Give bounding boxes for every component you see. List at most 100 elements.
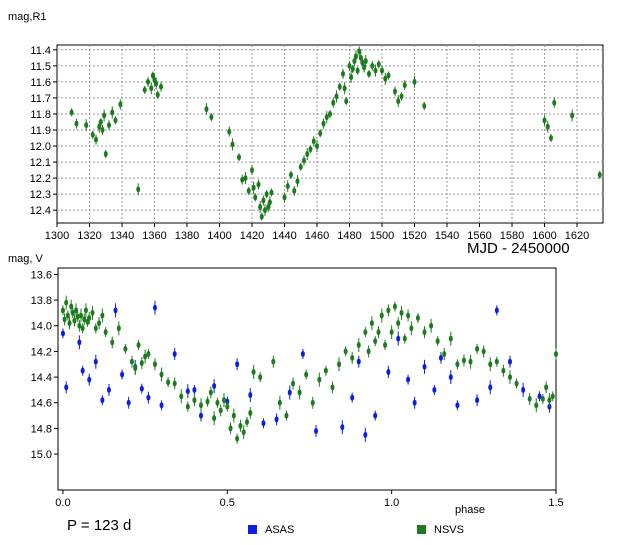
data-point-nsvs [323,367,328,374]
y-tick-label: 12.4 [30,205,51,217]
data-point-nsvs [100,126,105,133]
data-point-nsvs [243,175,248,182]
data-point-nsvs [212,415,217,422]
top-plot-area: 11.4 11.5 11.6 11.7 11.8 11.9 12.0 12.1 12.2 12.3… [30,44,604,242]
data-point-nsvs [406,312,411,319]
data-point-nsvs [65,312,70,319]
data-point-nsvs [347,62,352,69]
data-point-nsvs [507,374,512,381]
data-point-nsvs [267,199,272,206]
data-point-asas [314,427,319,434]
data-point-asas [412,399,417,406]
data-point-nsvs [291,380,296,387]
data-point-nsvs [136,186,141,193]
x-tick-label: 1540 [435,230,459,242]
data-point-nsvs [315,143,319,150]
data-point-nsvs [383,75,388,82]
data-point-nsvs [295,178,300,185]
y-tick-label: 13.8 [31,295,52,307]
x-tick-label: 1520 [402,230,426,242]
plot-frame [57,267,557,491]
legend-swatch-nsvs [417,525,426,534]
data-point-nsvs [74,120,79,127]
data-point-asas [106,386,111,393]
data-point-asas [422,363,427,370]
data-point-nsvs [514,380,519,387]
data-point-nsvs [367,70,371,77]
data-point-asas [287,389,292,396]
data-point-asas [185,388,190,395]
data-point-nsvs [261,197,266,204]
data-point-asas [77,339,82,346]
top-y-axis-label: mag,R1 [8,11,47,23]
data-point-nsvs [331,99,336,106]
data-point-asas [80,367,85,374]
data-point-asas [235,361,240,368]
data-point-nsvs [527,395,532,402]
legend: ASAS NSVS [248,524,464,536]
data-point-asas [396,335,401,342]
data-point-nsvs [392,303,397,310]
data-point-nsvs [179,393,184,400]
x-tick-label: 1560 [467,230,491,242]
data-point-nsvs [422,329,427,336]
data-point-nsvs [97,123,102,130]
data-point-nsvs [297,389,302,396]
data-point-nsvs [143,353,148,360]
y-tick-label: 11.9 [30,125,51,137]
data-point-nsvs [494,358,499,365]
data-point-nsvs [399,93,404,100]
data-point-nsvs [501,367,506,374]
data-point-asas [373,412,378,419]
data-point-nsvs [152,361,157,368]
data-point-nsvs [554,350,558,357]
x-tick-label: 1500 [370,230,394,242]
data-point-nsvs [321,120,326,127]
data-point-nsvs [205,398,210,405]
data-point-nsvs [298,163,303,170]
x-tick-label: 1.0 [384,497,399,509]
data-point-nsvs [386,72,391,79]
data-point-nsvs [90,309,95,316]
data-point-asas [507,358,512,365]
data-point-nsvs [350,354,355,361]
data-point-nsvs [241,429,246,436]
data-point-asas [87,376,92,383]
data-point-nsvs [547,397,552,404]
data-point-asas [152,304,157,311]
y-tick-label: 13.6 [31,269,52,281]
data-point-asas [172,350,177,357]
data-point-nsvs [259,213,264,220]
data-point-nsvs [282,194,287,201]
data-point-asas [356,358,361,365]
x-tick-label: 0.5 [220,497,235,509]
data-point-nsvs [185,403,190,410]
bottom-x-axis-label: phase [455,504,485,516]
x-tick-label: 1320 [77,230,101,242]
y-tick-label: 11.4 [30,45,51,57]
data-point-nsvs [409,325,414,332]
top-x-axis-label: MJD - 2450000 [467,240,570,257]
data-point-nsvs [544,384,549,391]
data-point-nsvs [154,80,159,87]
legend-label-asas: ASAS [265,524,294,536]
data-point-nsvs [159,83,163,90]
data-point-nsvs [79,312,84,319]
data-point-nsvs [302,157,306,164]
data-point-nsvs [349,74,354,81]
data-point-nsvs [103,151,108,158]
data-point-nsvs [373,67,378,74]
data-point-nsvs [354,53,358,60]
data-point-nsvs [258,203,263,210]
data-point-nsvs [116,325,121,332]
data-point-nsvs [310,399,315,406]
data-point-nsvs [62,316,67,323]
data-point-nsvs [317,376,322,383]
data-point-nsvs [550,393,555,400]
data-point-nsvs [350,66,355,73]
data-point-nsvs [328,110,332,117]
y-tick-label: 11.8 [30,109,51,121]
data-point-nsvs [258,374,263,381]
data-point-nsvs [308,146,313,153]
data-point-nsvs [80,325,85,332]
